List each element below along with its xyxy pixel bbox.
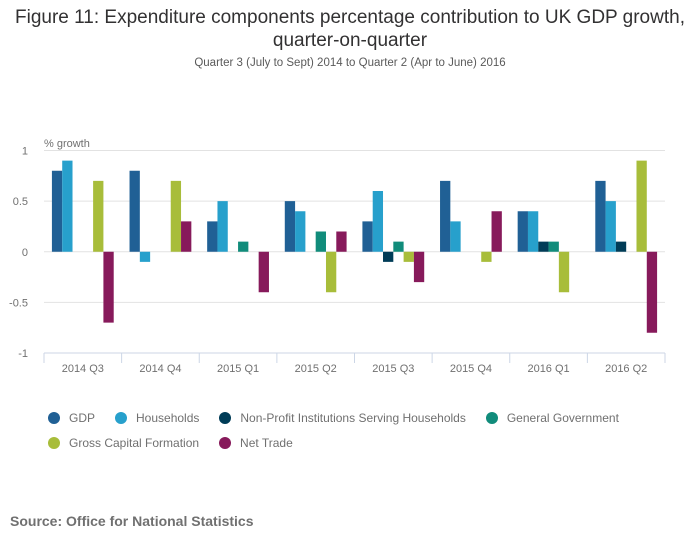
legend-marker-icon (219, 436, 232, 449)
bar-households-2015-q2 (295, 211, 306, 252)
bar-non-profit-institutions-serving-households-2016-q2 (615, 241, 627, 252)
y-axis-label: % growth (44, 138, 90, 150)
x-tick-label: 2014 Q3 (62, 363, 104, 375)
legend-label: GDP (69, 410, 96, 425)
bar-net-trade-2014-q4 (181, 221, 192, 252)
legend-label: Non-Profit Institutions Serving Househol… (240, 410, 466, 425)
legend-label: Households (136, 410, 200, 425)
bar-gdp-2016-q2 (595, 180, 606, 252)
y-tick-label: 0 (22, 247, 28, 259)
bar-gdp-2014-q3 (51, 170, 63, 252)
legend-label: Net Trade (240, 435, 293, 450)
x-tick-label: 2015 Q1 (217, 363, 259, 375)
bar-households-2015-q4 (450, 221, 461, 252)
bar-non-profit-institutions-serving-households-2016-q1 (538, 241, 549, 252)
legend-item[interactable]: Gross Capital Formation (48, 436, 199, 450)
bar-general-government-2015-q3 (393, 241, 404, 252)
y-tick-label: -0.5 (9, 297, 28, 309)
bar-households-2016-q2 (605, 201, 616, 252)
bar-gross-capital-formation-2016-q1 (558, 251, 570, 293)
legend-item[interactable]: GDP (48, 411, 95, 425)
source-note: Source: Office for National Statistics (10, 513, 254, 529)
legend-item[interactable]: General Government (485, 410, 619, 425)
bar-non-profit-institutions-serving-households-2015-q3 (383, 251, 394, 262)
bar-gdp-2015-q2 (284, 201, 296, 252)
bar-gross-capital-formation-2016-q2 (636, 160, 647, 252)
legend-item[interactable]: Households (115, 411, 199, 425)
x-tick-label: 2015 Q3 (372, 363, 414, 375)
bar-net-trade-2015-q2 (336, 231, 347, 252)
y-tick-label: -1 (18, 348, 28, 360)
bar-gdp-2014-q4 (129, 170, 140, 252)
legend: GDP Households Non-Profit Institutions Ser… (48, 405, 688, 455)
bar-households-2014-q4 (139, 251, 151, 262)
bar-net-trade-2014-q3 (103, 251, 114, 323)
x-tick-label: 2016 Q1 (527, 363, 569, 375)
bar-households-2015-q1 (217, 201, 228, 252)
bar-gross-capital-formation-2015-q4 (481, 251, 492, 262)
bar-gdp-2015-q3 (362, 221, 373, 252)
bar-gross-capital-formation-2014-q4 (170, 180, 182, 252)
bar-gdp-2015-q4 (440, 180, 451, 252)
legend-marker-icon (219, 411, 232, 424)
bar-gross-capital-formation-2014-q3 (93, 180, 104, 252)
bar-households-2014-q3 (62, 160, 73, 252)
bar-gdp-2015-q1 (207, 221, 218, 252)
legend-label: General Government (506, 410, 619, 425)
legend-item[interactable]: Non-Profit Institutions Serving Househol… (219, 410, 466, 425)
bar-net-trade-2015-q1 (258, 251, 269, 293)
y-tick-label: 1 (22, 146, 28, 158)
bar-gross-capital-formation-2015-q3 (403, 251, 414, 262)
legend-marker-icon (48, 411, 60, 424)
bar-gross-capital-formation-2015-q2 (325, 251, 337, 293)
bar-general-government-2015-q2 (315, 231, 326, 252)
x-tick-label: 2015 Q2 (295, 363, 337, 375)
chart-subtitle: Quarter 3 (July to Sept) 2014 to Quarter… (194, 57, 506, 69)
legend-item[interactable]: Net Trade (219, 436, 293, 450)
bar-net-trade-2015-q3 (413, 251, 425, 283)
bar-households-2015-q3 (372, 191, 384, 252)
x-tick-label: 2015 Q4 (450, 363, 492, 375)
y-tick-label: 0.5 (13, 196, 28, 208)
x-tick-label: 2014 Q4 (139, 363, 181, 375)
chart-title: Figure 11: Expenditure components percen… (15, 7, 685, 51)
legend-marker-icon (48, 436, 60, 449)
legend-label: Gross Capital Formation (69, 435, 200, 450)
bar-general-government-2015-q1 (238, 241, 249, 252)
x-tick-label: 2016 Q2 (605, 363, 647, 375)
legend-marker-icon (115, 411, 128, 424)
bar-net-trade-2016-q2 (646, 251, 658, 333)
legend-marker-icon (485, 411, 498, 424)
bar-households-2016-q1 (527, 211, 539, 252)
bar-gdp-2016-q1 (517, 211, 528, 252)
bar-net-trade-2015-q4 (491, 211, 502, 252)
bar-general-government-2016-q1 (548, 241, 559, 252)
